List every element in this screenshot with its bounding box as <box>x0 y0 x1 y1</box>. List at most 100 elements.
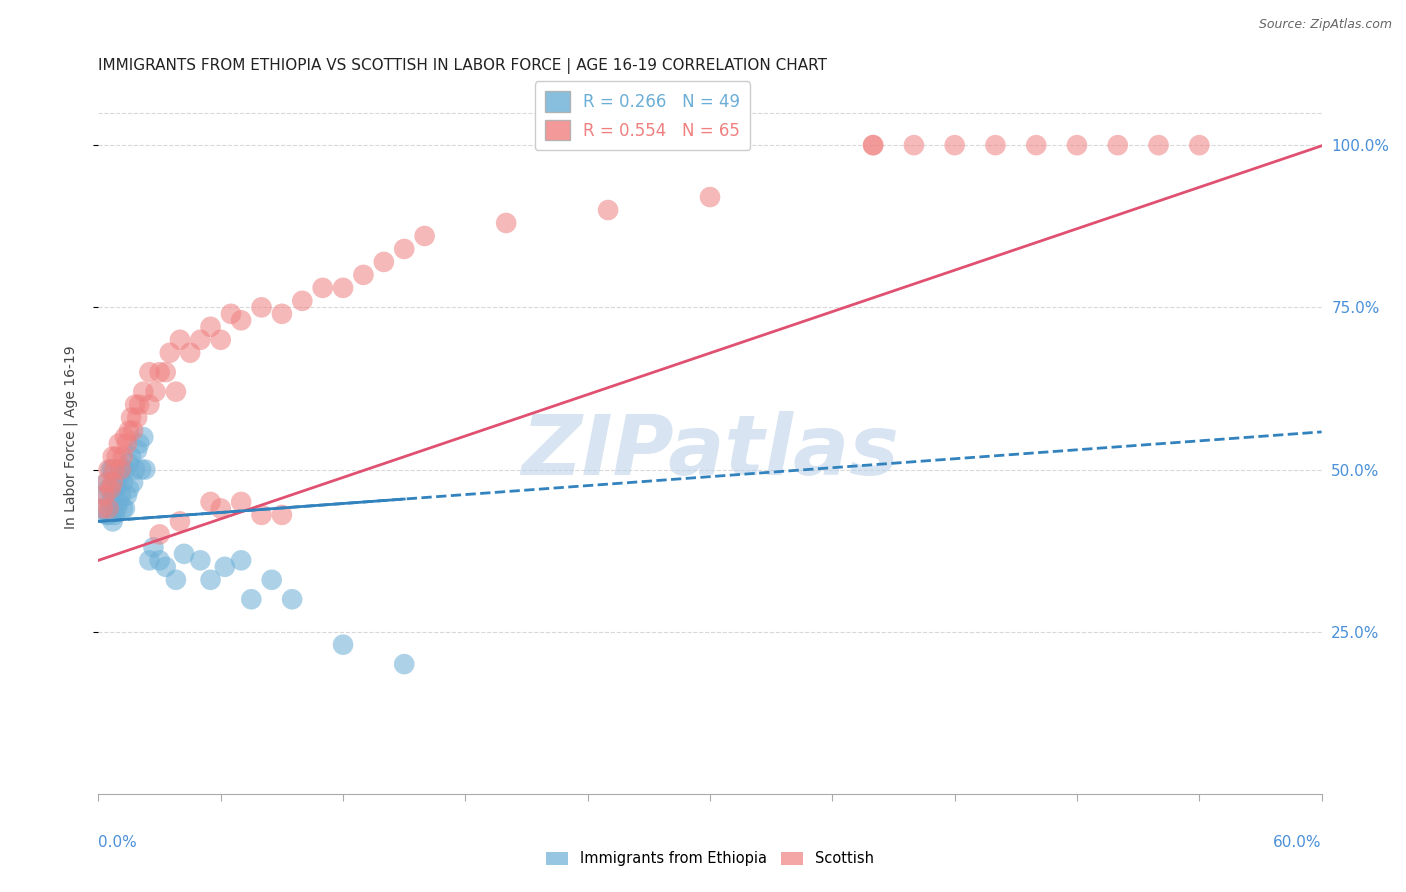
Point <box>291 293 314 308</box>
Point <box>231 495 253 509</box>
Point <box>129 462 152 476</box>
Point <box>91 501 114 516</box>
Point <box>270 508 294 522</box>
Point <box>138 398 160 412</box>
Point <box>169 333 191 347</box>
Point <box>1147 138 1170 153</box>
Point <box>903 138 925 153</box>
Point <box>169 515 191 529</box>
Point <box>943 138 966 153</box>
Point <box>100 495 122 509</box>
Point <box>105 501 128 516</box>
Point <box>114 501 136 516</box>
Point <box>598 202 620 217</box>
Point <box>1066 138 1088 153</box>
Point <box>100 462 122 476</box>
Point <box>250 508 273 522</box>
Point <box>260 573 283 587</box>
Point <box>101 515 124 529</box>
Point <box>118 482 141 496</box>
Point <box>97 462 120 476</box>
Point <box>118 424 141 438</box>
Point <box>108 436 131 450</box>
Point <box>132 430 155 444</box>
Point <box>122 475 145 490</box>
Point <box>149 527 172 541</box>
Point <box>231 313 253 327</box>
Point <box>200 573 222 587</box>
Point <box>219 307 242 321</box>
Point <box>104 482 127 496</box>
Point <box>124 462 146 476</box>
Point <box>93 488 115 502</box>
Point <box>209 501 232 516</box>
Point <box>155 365 177 379</box>
Point <box>100 482 122 496</box>
Point <box>96 508 118 522</box>
Point <box>200 319 222 334</box>
Point <box>101 462 124 476</box>
Point <box>179 345 201 359</box>
Point <box>96 475 118 490</box>
Point <box>108 469 131 483</box>
Point <box>110 488 132 502</box>
Point <box>128 398 150 412</box>
Point <box>142 541 165 555</box>
Point <box>281 592 304 607</box>
Point <box>155 559 177 574</box>
Point <box>165 384 187 399</box>
Point <box>373 255 395 269</box>
Point <box>270 307 294 321</box>
Point <box>209 333 232 347</box>
Point <box>862 138 884 153</box>
Point <box>110 462 132 476</box>
Point <box>120 450 142 464</box>
Point <box>115 488 138 502</box>
Point <box>214 559 236 574</box>
Point <box>101 475 124 490</box>
Point <box>104 462 127 476</box>
Point <box>122 424 145 438</box>
Point <box>1107 138 1129 153</box>
Point <box>173 547 195 561</box>
Point <box>108 495 131 509</box>
Point <box>127 443 149 458</box>
Point <box>115 436 138 450</box>
Point <box>250 301 273 315</box>
Point <box>332 281 354 295</box>
Point <box>127 410 149 425</box>
Point <box>97 501 120 516</box>
Point <box>111 475 134 490</box>
Point <box>352 268 374 282</box>
Point <box>240 592 263 607</box>
Point <box>332 638 354 652</box>
Point <box>392 657 416 672</box>
Point <box>984 138 1007 153</box>
Point <box>124 398 146 412</box>
Point <box>392 242 416 256</box>
Point <box>101 488 124 502</box>
Y-axis label: In Labor Force | Age 16-19: In Labor Force | Age 16-19 <box>63 345 77 529</box>
Point <box>111 501 134 516</box>
Point <box>862 138 884 153</box>
Point <box>138 553 160 567</box>
Point <box>114 430 136 444</box>
Text: 0.0%: 0.0% <box>98 836 138 850</box>
Text: Source: ZipAtlas.com: Source: ZipAtlas.com <box>1258 18 1392 31</box>
Point <box>110 462 132 476</box>
Point <box>114 462 136 476</box>
Point <box>312 281 335 295</box>
Point <box>165 573 187 587</box>
Point <box>413 229 436 244</box>
Text: 60.0%: 60.0% <box>1274 836 1322 850</box>
Point <box>188 333 212 347</box>
Point <box>101 450 124 464</box>
Point <box>104 508 127 522</box>
Point <box>111 450 134 464</box>
Point <box>495 216 517 230</box>
Point <box>231 553 253 567</box>
Text: ZIPatlas: ZIPatlas <box>522 411 898 491</box>
Point <box>1025 138 1047 153</box>
Point <box>128 436 150 450</box>
Point <box>105 450 128 464</box>
